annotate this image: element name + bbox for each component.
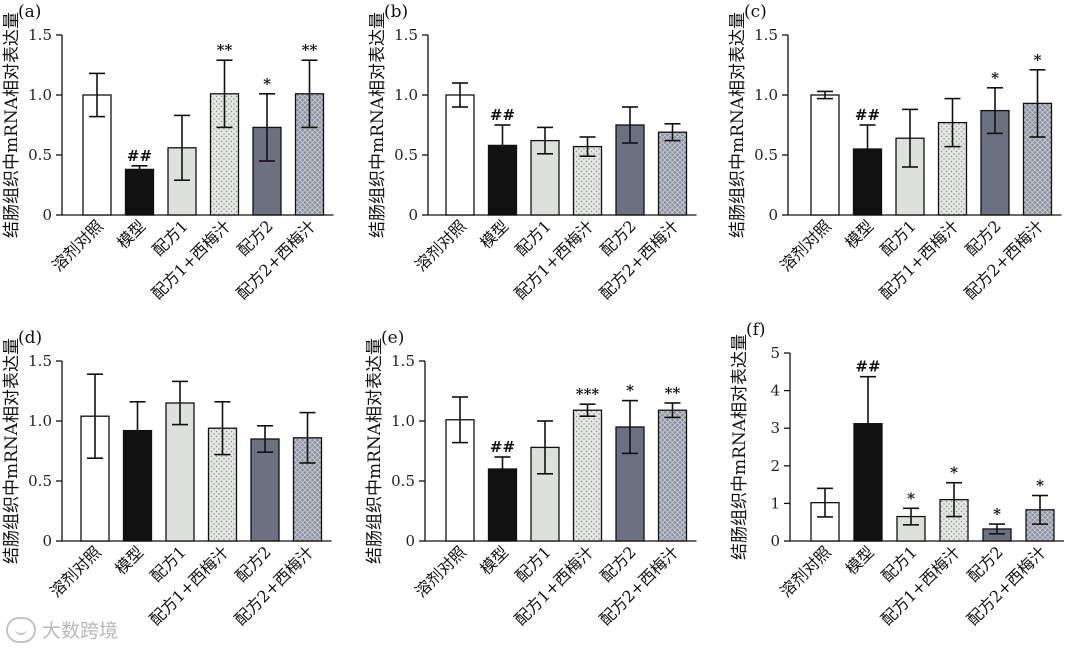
y-tick-label: 1.5	[754, 26, 778, 44]
panel-label: (f)	[746, 320, 766, 340]
y-tick-label: 1.0	[28, 86, 52, 104]
y-tick-label: 3	[770, 419, 780, 437]
x-tick-label: 模型	[841, 216, 877, 252]
y-tick-label: 0	[42, 206, 52, 224]
y-tick-label: 1.0	[391, 412, 415, 430]
x-tick-label: 模型	[111, 542, 147, 578]
panel-label: (d)	[18, 328, 42, 348]
y-tick-label: 1.5	[391, 352, 415, 370]
significance-label: ##	[855, 106, 880, 124]
y-axis-title: 结肠组织中mRNA相对表达量	[368, 12, 388, 238]
y-tick-label: 0	[42, 532, 52, 550]
y-tick-label: 0	[768, 206, 778, 224]
watermark: 大数跨境	[6, 616, 118, 643]
x-tick-label: 模型	[113, 216, 149, 252]
significance-label: **	[302, 41, 318, 59]
x-tick-label: 溶剂对照	[411, 542, 470, 601]
y-tick-label: 0	[770, 532, 780, 550]
significance-label: *	[1034, 51, 1042, 69]
y-tick-label: 1.0	[754, 86, 778, 104]
panel-label: (e)	[381, 328, 404, 348]
significance-label: *	[993, 505, 1001, 523]
y-tick-label: 1.5	[28, 352, 52, 370]
bar	[657, 409, 688, 542]
bar	[572, 409, 603, 542]
bar	[250, 438, 280, 542]
y-axis-title: 结肠组织中mRNA相对表达量	[730, 334, 750, 560]
y-tick-label: 0.5	[394, 146, 418, 164]
bar	[165, 402, 195, 542]
x-tick-label: 溶剂对照	[46, 542, 105, 601]
significance-label: ##	[127, 147, 152, 165]
y-axis-title: 结肠组织中mRNA相对表达量	[2, 12, 22, 238]
y-tick-label: 1.5	[394, 26, 418, 44]
bar	[852, 148, 883, 216]
x-tick-label: 模型	[842, 542, 878, 578]
panel-label: (b)	[384, 2, 408, 22]
y-tick-label: 5	[770, 344, 780, 362]
significance-label: **	[665, 384, 681, 402]
bar	[124, 168, 155, 216]
y-tick-label: 0.5	[754, 146, 778, 164]
panel-label: (c)	[744, 2, 767, 22]
y-tick-label: 0.5	[391, 472, 415, 490]
significance-label: *	[907, 489, 915, 507]
y-tick-label: 1.0	[28, 412, 52, 430]
significance-label: *	[626, 382, 634, 400]
y-axis-title: 结肠组织中mRNA相对表达量	[365, 338, 385, 564]
bar	[939, 498, 969, 542]
x-tick-label: 溶剂对照	[776, 542, 835, 601]
significance-label: ##	[490, 438, 515, 456]
panel-label: (a)	[18, 2, 41, 22]
y-tick-label: 0	[408, 206, 418, 224]
significance-label: *	[263, 75, 271, 93]
significance-label: *	[1036, 477, 1044, 495]
y-tick-label: 4	[770, 382, 780, 400]
panel-f: 012345(f)结肠组织中mRNA相对表达量溶剂对照##模型*配方1*配方1+…	[730, 320, 1064, 629]
watermark-text: 大数跨境	[42, 620, 119, 642]
significance-label: *	[950, 464, 958, 482]
y-tick-label: 1.0	[394, 86, 418, 104]
y-tick-label: 0	[405, 532, 415, 550]
y-axis-title: 结肠组织中mRNA相对表达量	[728, 12, 748, 238]
x-tick-label: 模型	[476, 542, 512, 578]
x-tick-label: 溶剂对照	[48, 216, 107, 275]
significance-label: ##	[490, 106, 515, 124]
significance-label: ***	[576, 385, 600, 403]
bar	[572, 145, 603, 216]
bar	[445, 94, 475, 216]
x-tick-label: 模型	[476, 216, 512, 252]
significance-label: ##	[855, 358, 880, 376]
watermark-logo-icon	[6, 616, 36, 643]
significance-label: **	[217, 41, 233, 59]
bar	[294, 93, 325, 216]
significance-label: *	[991, 69, 999, 87]
y-tick-label: 0.5	[28, 146, 52, 164]
x-tick-label: 溶剂对照	[411, 216, 470, 275]
y-axis-title: 结肠组织中mRNA相对表达量	[2, 338, 22, 564]
y-tick-label: 0.5	[28, 472, 52, 490]
bar	[810, 94, 840, 216]
y-tick-label: 1	[770, 494, 780, 512]
y-tick-label: 2	[770, 457, 780, 475]
x-tick-label: 溶剂对照	[776, 216, 835, 275]
y-tick-label: 1.5	[28, 26, 52, 44]
bar	[657, 131, 688, 216]
